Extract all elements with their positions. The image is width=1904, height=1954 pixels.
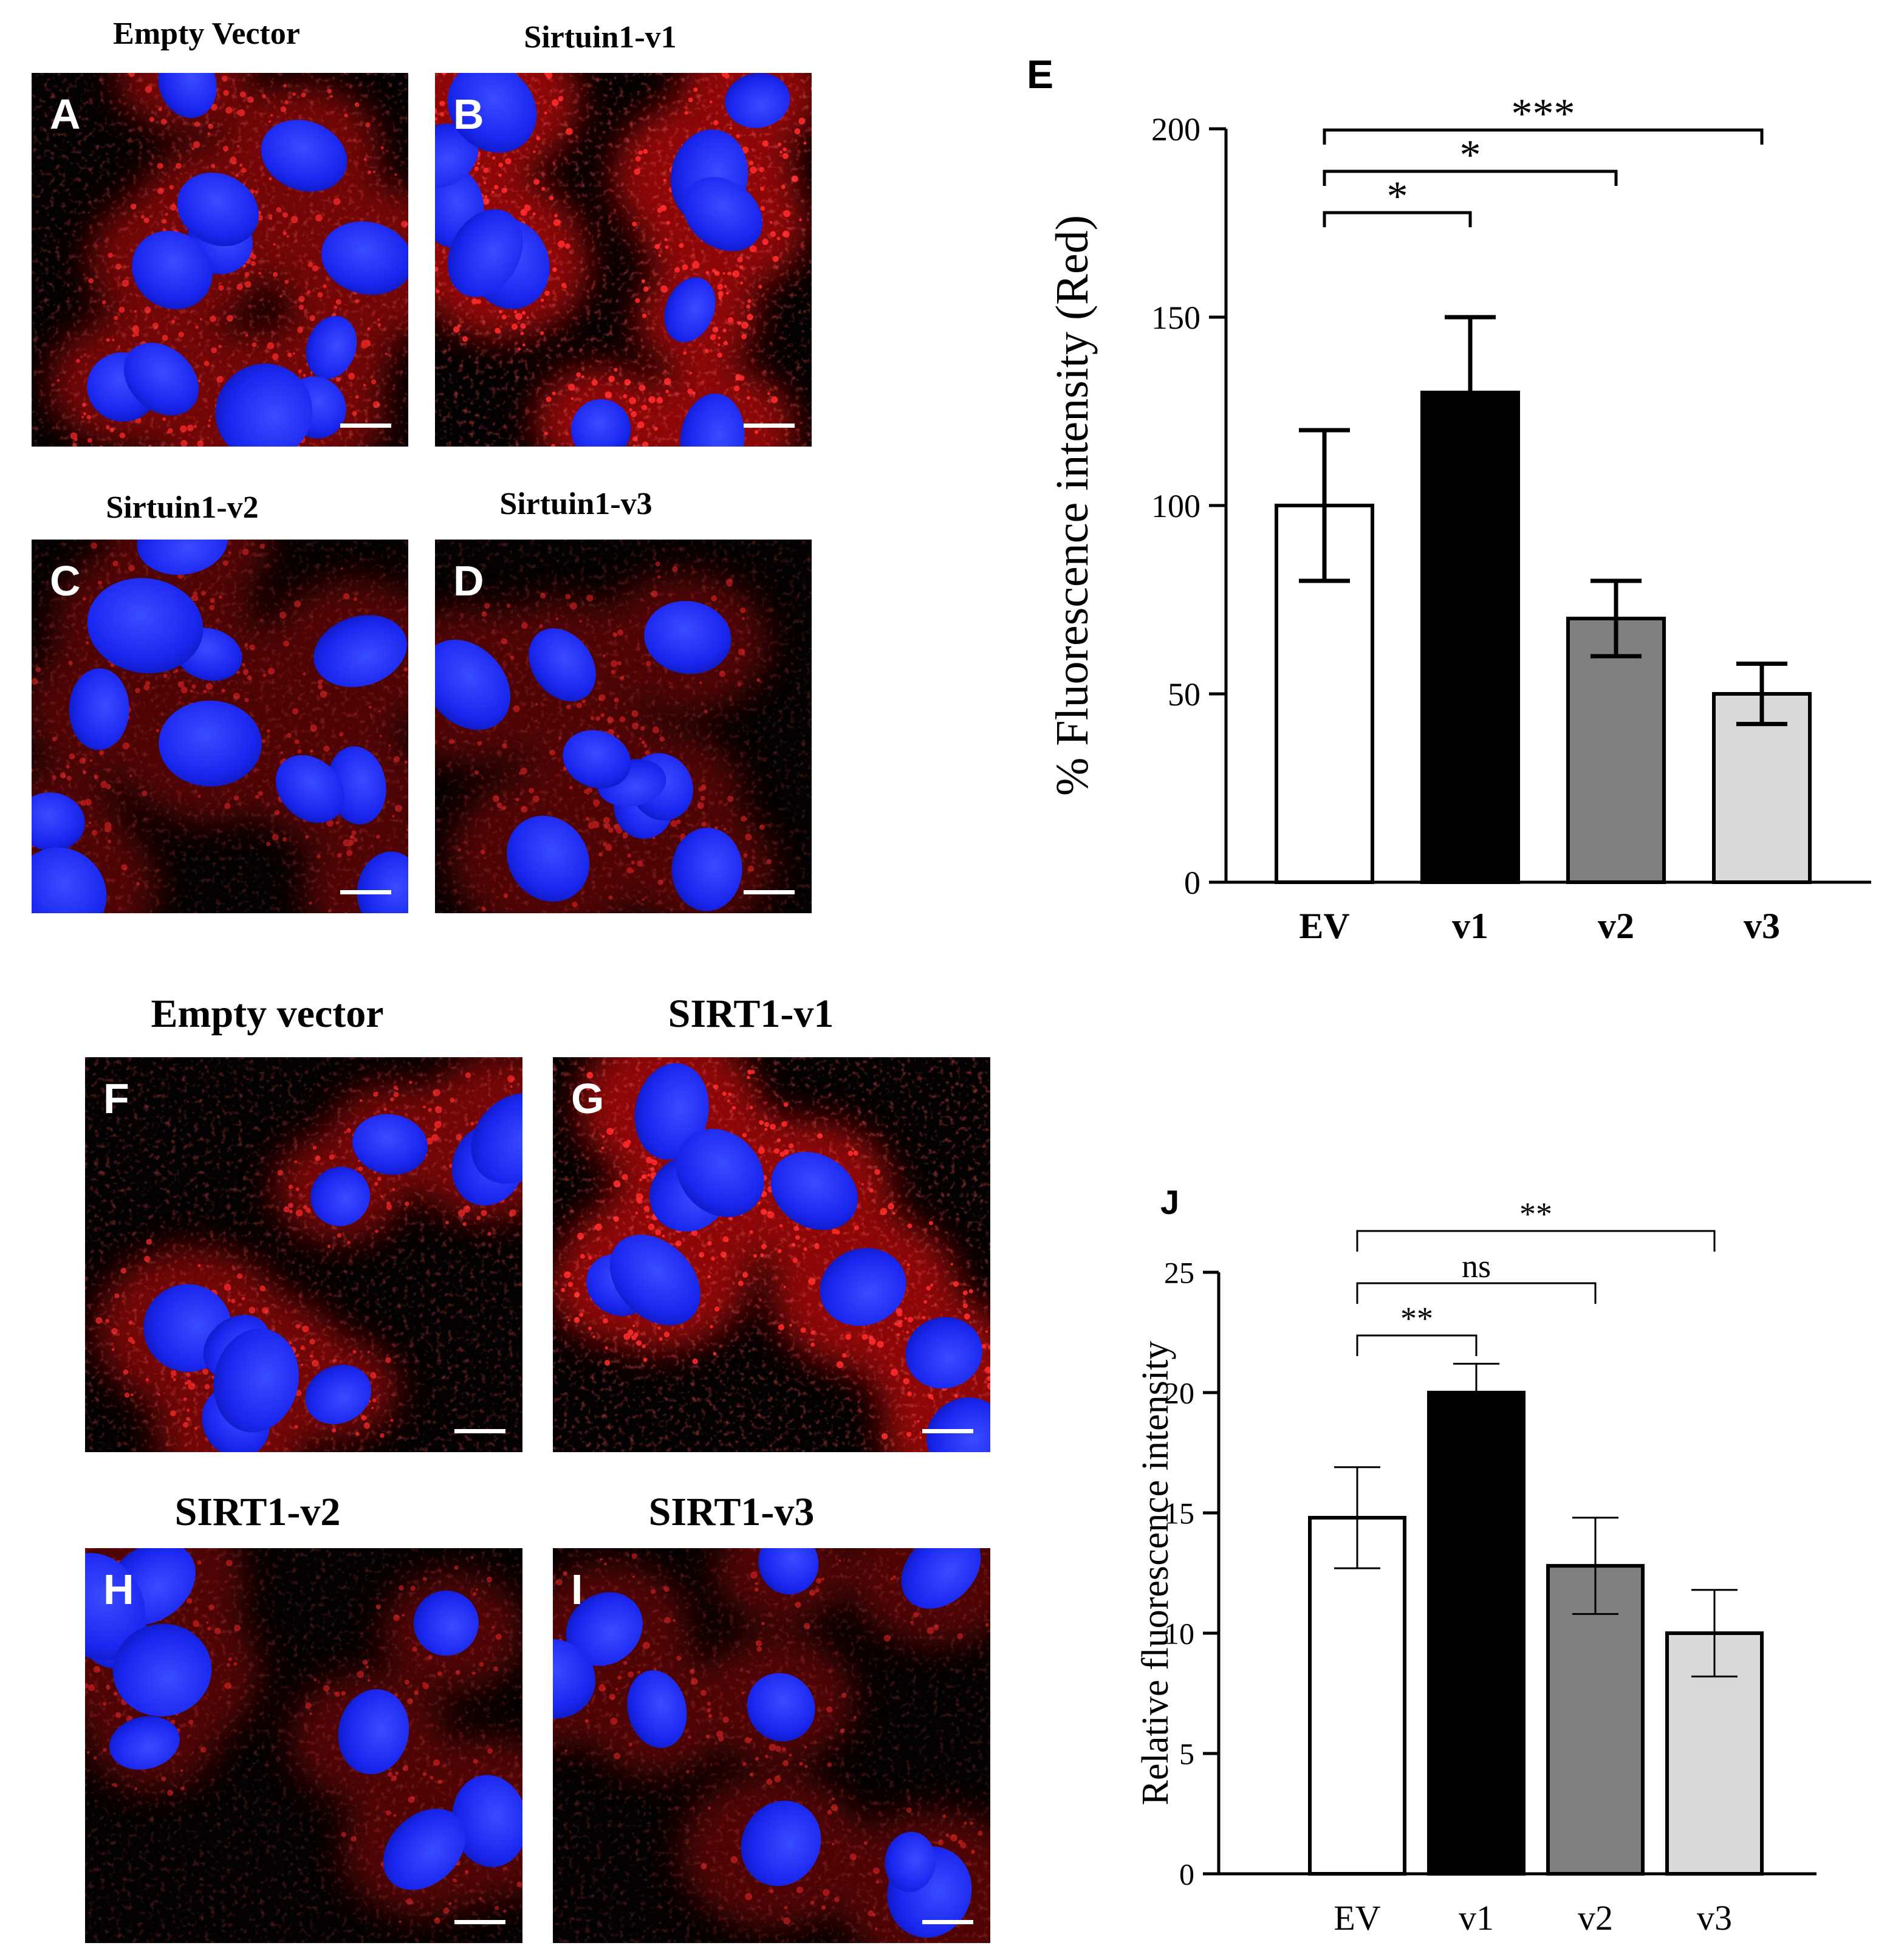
chart-J-errorbar-v1: [1453, 1362, 1499, 1423]
chart-E-panel-label: E: [1027, 52, 1053, 97]
chart-J-errorbar-v3: [1691, 1589, 1738, 1678]
chart-E-ytick-label: 50: [1168, 676, 1200, 713]
chart-J-ytick-label: 10: [1164, 1617, 1194, 1651]
chart-J-ytick-label: 0: [1179, 1857, 1194, 1891]
micrograph-B: B: [435, 73, 812, 447]
panel-title-A: Empty Vector: [113, 16, 300, 51]
chart-J-ytick-label: 20: [1164, 1376, 1194, 1410]
chart-E-category-v3: v3: [1744, 906, 1780, 946]
chart-E-ytick-label: 200: [1151, 111, 1200, 148]
chart-E-errorbar-v3: [1736, 661, 1787, 727]
panel-letter-I: I: [571, 1566, 583, 1613]
chart-J: J 0 5 10 15 20 25 Relative fluorescence intensi…: [1135, 1183, 1817, 1938]
chart-J-bar-v1: [1427, 1391, 1526, 1876]
chart-J-panel-label: J: [1160, 1183, 1179, 1221]
chart-E-bar-v1: [1420, 391, 1520, 884]
chart-J-errorbar-v2: [1572, 1517, 1618, 1615]
chart-J-bar-EV: [1308, 1515, 1406, 1876]
chart-J-sig-bracket-v3: [1356, 1230, 1716, 1252]
micrograph-titles: Empty Vector Sirtuin1-v1 Sirtuin1-v2 Sir…: [106, 16, 834, 1534]
chart-J-ytick-label: 15: [1164, 1496, 1194, 1531]
panel-letter-F: F: [103, 1075, 129, 1122]
chart-J-sig-label-v2: ns: [1462, 1248, 1491, 1284]
micrograph-G: G: [553, 1057, 990, 1452]
chart-J-category-v2: v2: [1578, 1898, 1613, 1938]
chart-E-sig-bracket-v2: [1323, 170, 1618, 186]
panel-letter-A: A: [50, 91, 81, 138]
chart-E-sig-bracket-v1: [1323, 211, 1472, 227]
panel-title-D: Sirtuin1-v3: [499, 487, 652, 521]
chart-E-bar-v2: [1566, 617, 1666, 884]
chart-E-ytick-label: 100: [1151, 488, 1200, 524]
chart-J-sig-label-v1: **: [1400, 1300, 1433, 1337]
chart-E-sig-label-v3: ***: [1512, 91, 1575, 137]
chart-J-category-EV: EV: [1334, 1898, 1380, 1938]
panel-letter-H: H: [103, 1566, 134, 1613]
panel-title-F: Empty vector: [151, 992, 383, 1036]
micrographs: A B C D F G H I: [32, 73, 990, 1943]
micrograph-I: I: [553, 1548, 990, 1943]
chart-J-ylabel: Relative fluorescence intensity: [1135, 1341, 1176, 1805]
micrograph-H: H: [85, 1548, 522, 1943]
chart-J-sig-bracket-v2: [1356, 1282, 1597, 1304]
chart-E-ytick-label: 0: [1184, 865, 1200, 901]
chart-E-ytick-label: 150: [1151, 300, 1200, 336]
panel-letter-B: B: [453, 91, 484, 138]
chart-E-errorbar-v2: [1591, 578, 1642, 659]
micrograph-C: C: [32, 540, 408, 913]
micrograph-A: A: [32, 73, 408, 447]
chart-J-errorbar-EV: [1334, 1466, 1380, 1569]
chart-E-errorbar-v1: [1445, 315, 1496, 470]
chart-E-category-EV: EV: [1299, 906, 1349, 946]
chart-J-category-v1: v1: [1459, 1898, 1494, 1938]
chart-E-errorbar-EV: [1299, 428, 1350, 583]
chart-E-sig-label-v1: *: [1387, 173, 1408, 220]
panel-title-G: SIRT1-v1: [668, 992, 834, 1036]
chart-E-category-v2: v2: [1598, 906, 1634, 946]
chart-J-category-v3: v3: [1697, 1898, 1732, 1938]
chart-J-ytick-label: 5: [1179, 1737, 1194, 1771]
panel-title-C: Sirtuin1-v2: [106, 490, 258, 525]
chart-E-sig-bracket-v3: [1323, 128, 1764, 145]
chart-E-category-v1: v1: [1452, 906, 1488, 946]
panel-letter-G: G: [571, 1075, 604, 1122]
panel-letter-C: C: [50, 557, 81, 605]
chart-E: E 0 50 100 150 200 % Fluorescence intensity (R…: [1027, 52, 1871, 946]
chart-E-sig-label-v2: *: [1460, 132, 1481, 179]
micrograph-F: F: [85, 1057, 522, 1452]
chart-J-sig-bracket-v1: [1356, 1334, 1478, 1356]
panel-title-I: SIRT1-v3: [649, 1490, 815, 1534]
panel-title-B: Sirtuin1-v1: [524, 20, 676, 55]
chart-J-ytick-label: 25: [1164, 1256, 1194, 1290]
panel-title-H: SIRT1-v2: [175, 1490, 341, 1534]
panel-letter-D: D: [453, 557, 484, 605]
micrograph-D: D: [435, 540, 812, 913]
chart-J-sig-label-v3: **: [1519, 1196, 1552, 1232]
chart-E-ylabel: % Fluorescence intensity (Red): [1047, 215, 1098, 796]
